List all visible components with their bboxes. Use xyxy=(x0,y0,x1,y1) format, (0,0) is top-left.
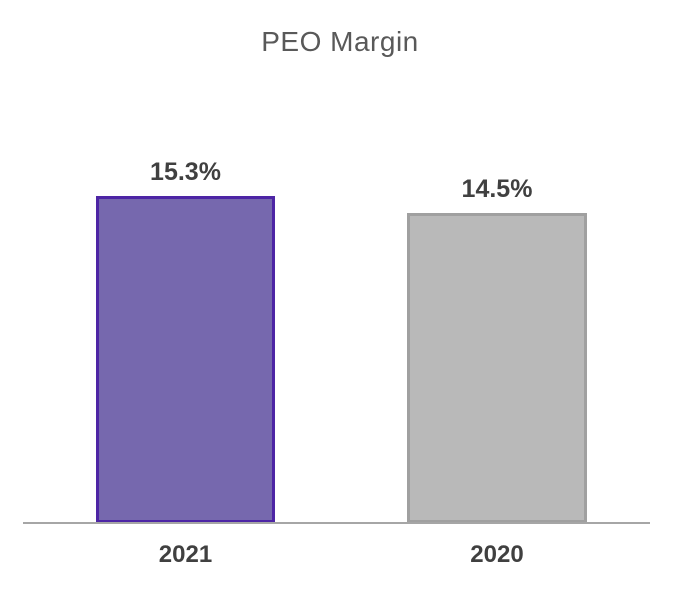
bar-group-2021: 15.3% xyxy=(96,158,275,523)
data-label-2021: 15.3% xyxy=(150,158,221,186)
x-axis-line xyxy=(23,522,650,524)
chart-title: PEO Margin xyxy=(261,26,419,57)
bar-2021 xyxy=(96,196,275,523)
category-label-2020: 2020 xyxy=(470,541,524,568)
bar-group-2020: 14.5% xyxy=(407,175,587,523)
category-label-2021: 2021 xyxy=(158,541,213,568)
data-label-2020: 14.5% xyxy=(461,175,533,203)
bar-2020 xyxy=(407,213,587,523)
